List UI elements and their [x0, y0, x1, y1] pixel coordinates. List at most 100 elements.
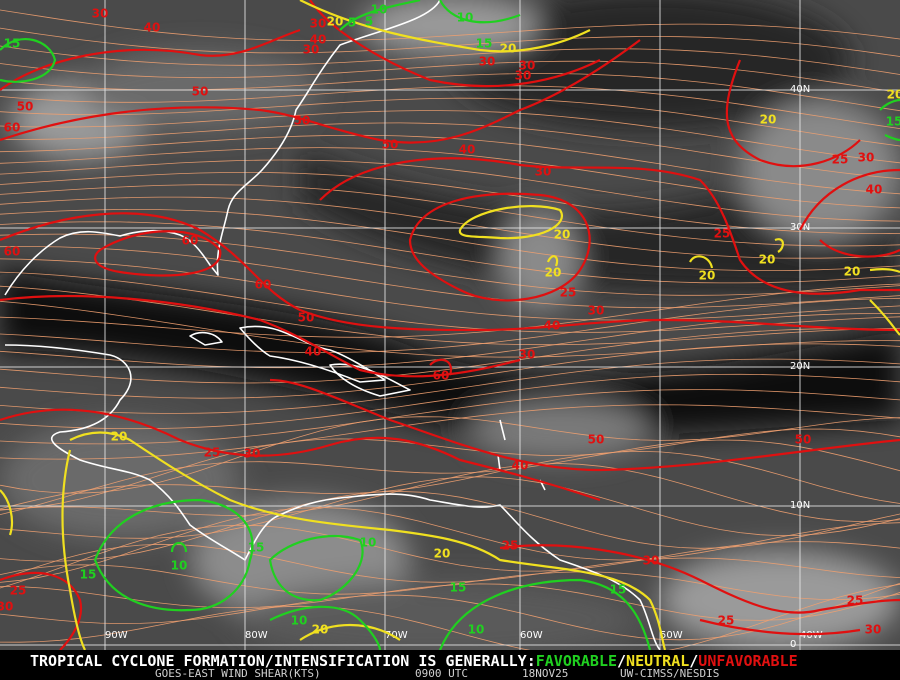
streamline — [0, 9, 900, 42]
streamline — [0, 543, 900, 583]
longitude-label: 50W — [660, 630, 683, 641]
latitude-label: 20N — [790, 361, 810, 372]
contour-label: 50 — [382, 138, 399, 152]
contour-label: 10 — [457, 11, 474, 25]
neutral-key: NEUTRAL — [626, 652, 689, 670]
contour-label: 40 — [512, 459, 529, 473]
contour-label: 20 — [327, 15, 344, 29]
contour-label: 5 — [348, 16, 356, 30]
contour-label: 20 — [111, 430, 128, 444]
contour-label: 25 — [502, 539, 519, 553]
streamline — [0, 110, 900, 164]
contour-label: 20 — [434, 547, 451, 561]
contour-label: 5 — [365, 15, 373, 29]
contour-label: 10 — [360, 536, 377, 550]
contour-label: 50 — [588, 433, 605, 447]
contour-label: 25 — [718, 614, 735, 628]
contour-label: 30 — [479, 55, 496, 69]
contour-label: 40 — [305, 345, 322, 359]
contour-label: 20 — [554, 228, 571, 242]
streamline — [0, 328, 900, 384]
streamline — [0, 184, 900, 247]
contour-label: 30 — [858, 151, 875, 165]
contour-label: 50 — [17, 100, 34, 114]
contour-label: 20 — [887, 88, 900, 102]
streamline — [0, 476, 900, 539]
latitude-label: 40N — [790, 84, 810, 95]
credit: UW-CIMSS/NESDIS — [620, 667, 719, 680]
favorable-key: FAVORABLE — [536, 652, 617, 670]
streamline — [0, 233, 900, 296]
contour-label: 15 — [4, 37, 21, 51]
contour-label: 60 — [433, 369, 450, 383]
contour-label: 25 — [847, 594, 864, 608]
contour-label: 30 — [535, 165, 552, 179]
contour-label: 50 — [795, 433, 812, 447]
streamline — [0, 258, 900, 321]
contour-label: 60 — [4, 245, 21, 259]
separator: / — [689, 652, 698, 670]
contour-label: 40 — [459, 143, 476, 157]
longitude-label: 40W — [800, 630, 823, 641]
contour-label: 10 — [371, 3, 388, 17]
streamline — [0, 582, 900, 641]
streamline — [0, 312, 900, 369]
contour-label: 50 — [192, 85, 209, 99]
contour-label: 30 — [865, 623, 882, 637]
contour-label: 25 — [10, 584, 27, 598]
footer-headline: TROPICAL CYCLONE FORMATION/INTENSIFICATI… — [30, 652, 798, 670]
contour-label: 50 — [298, 311, 315, 325]
contour-label: 15 — [610, 583, 627, 597]
contour-label: 10 — [468, 623, 485, 637]
contour-label: 60 — [182, 234, 199, 248]
streamline — [0, 283, 900, 338]
contour-label: 30 — [244, 447, 261, 461]
valid-date: 18NOV25 — [522, 667, 568, 680]
contour-label: 25 — [560, 286, 577, 300]
streamline — [0, 60, 900, 94]
contour-label: 30 — [0, 600, 13, 614]
streamline — [0, 373, 900, 430]
contour-label: 30 — [519, 348, 536, 362]
contour-label: 30 — [303, 43, 320, 57]
streamline — [0, 583, 900, 621]
contour-label: 10 — [291, 614, 308, 628]
contour-label: 20 — [500, 42, 517, 56]
contour-label: 15 — [80, 568, 97, 582]
contour-label: 30 — [515, 69, 532, 83]
streamline — [0, 450, 900, 510]
contour-label: 40 — [866, 183, 883, 197]
streamline — [0, 524, 900, 589]
unfavorable-key: UNFAVORABLE — [698, 652, 797, 670]
contour-label: 50 — [294, 114, 311, 128]
shear-contours — [0, 0, 900, 650]
streamline — [0, 208, 900, 271]
product-name: GOES-EAST WIND SHEAR(KTS) — [155, 667, 321, 680]
contour-label: 25 — [714, 227, 731, 241]
streamline — [0, 147, 900, 209]
contour-label: 15 — [886, 115, 900, 129]
contour-label: 25 — [832, 153, 849, 167]
streamline — [0, 507, 900, 583]
latitude-label: 10N — [790, 500, 810, 511]
streamline — [0, 564, 900, 601]
contour-label: 15 — [248, 541, 265, 555]
contour-label: 15 — [450, 581, 467, 595]
footer-bar — [0, 650, 900, 680]
streamline — [0, 297, 900, 353]
contour-label: 30 — [310, 17, 327, 31]
contour-label: 60 — [255, 278, 272, 292]
latitude-label: 0 — [790, 639, 796, 650]
streamline — [0, 159, 900, 222]
streamline — [0, 439, 900, 516]
contour-label: 20 — [760, 113, 777, 127]
contour-label: 20 — [545, 266, 562, 280]
contour-label: 25 — [204, 446, 221, 460]
streamline — [0, 358, 900, 414]
contour-label: 40 — [310, 33, 327, 47]
contour-label: 30 — [588, 304, 605, 318]
contour-label: 15 — [476, 37, 493, 51]
valid-time: 0900 UTC — [415, 667, 468, 680]
